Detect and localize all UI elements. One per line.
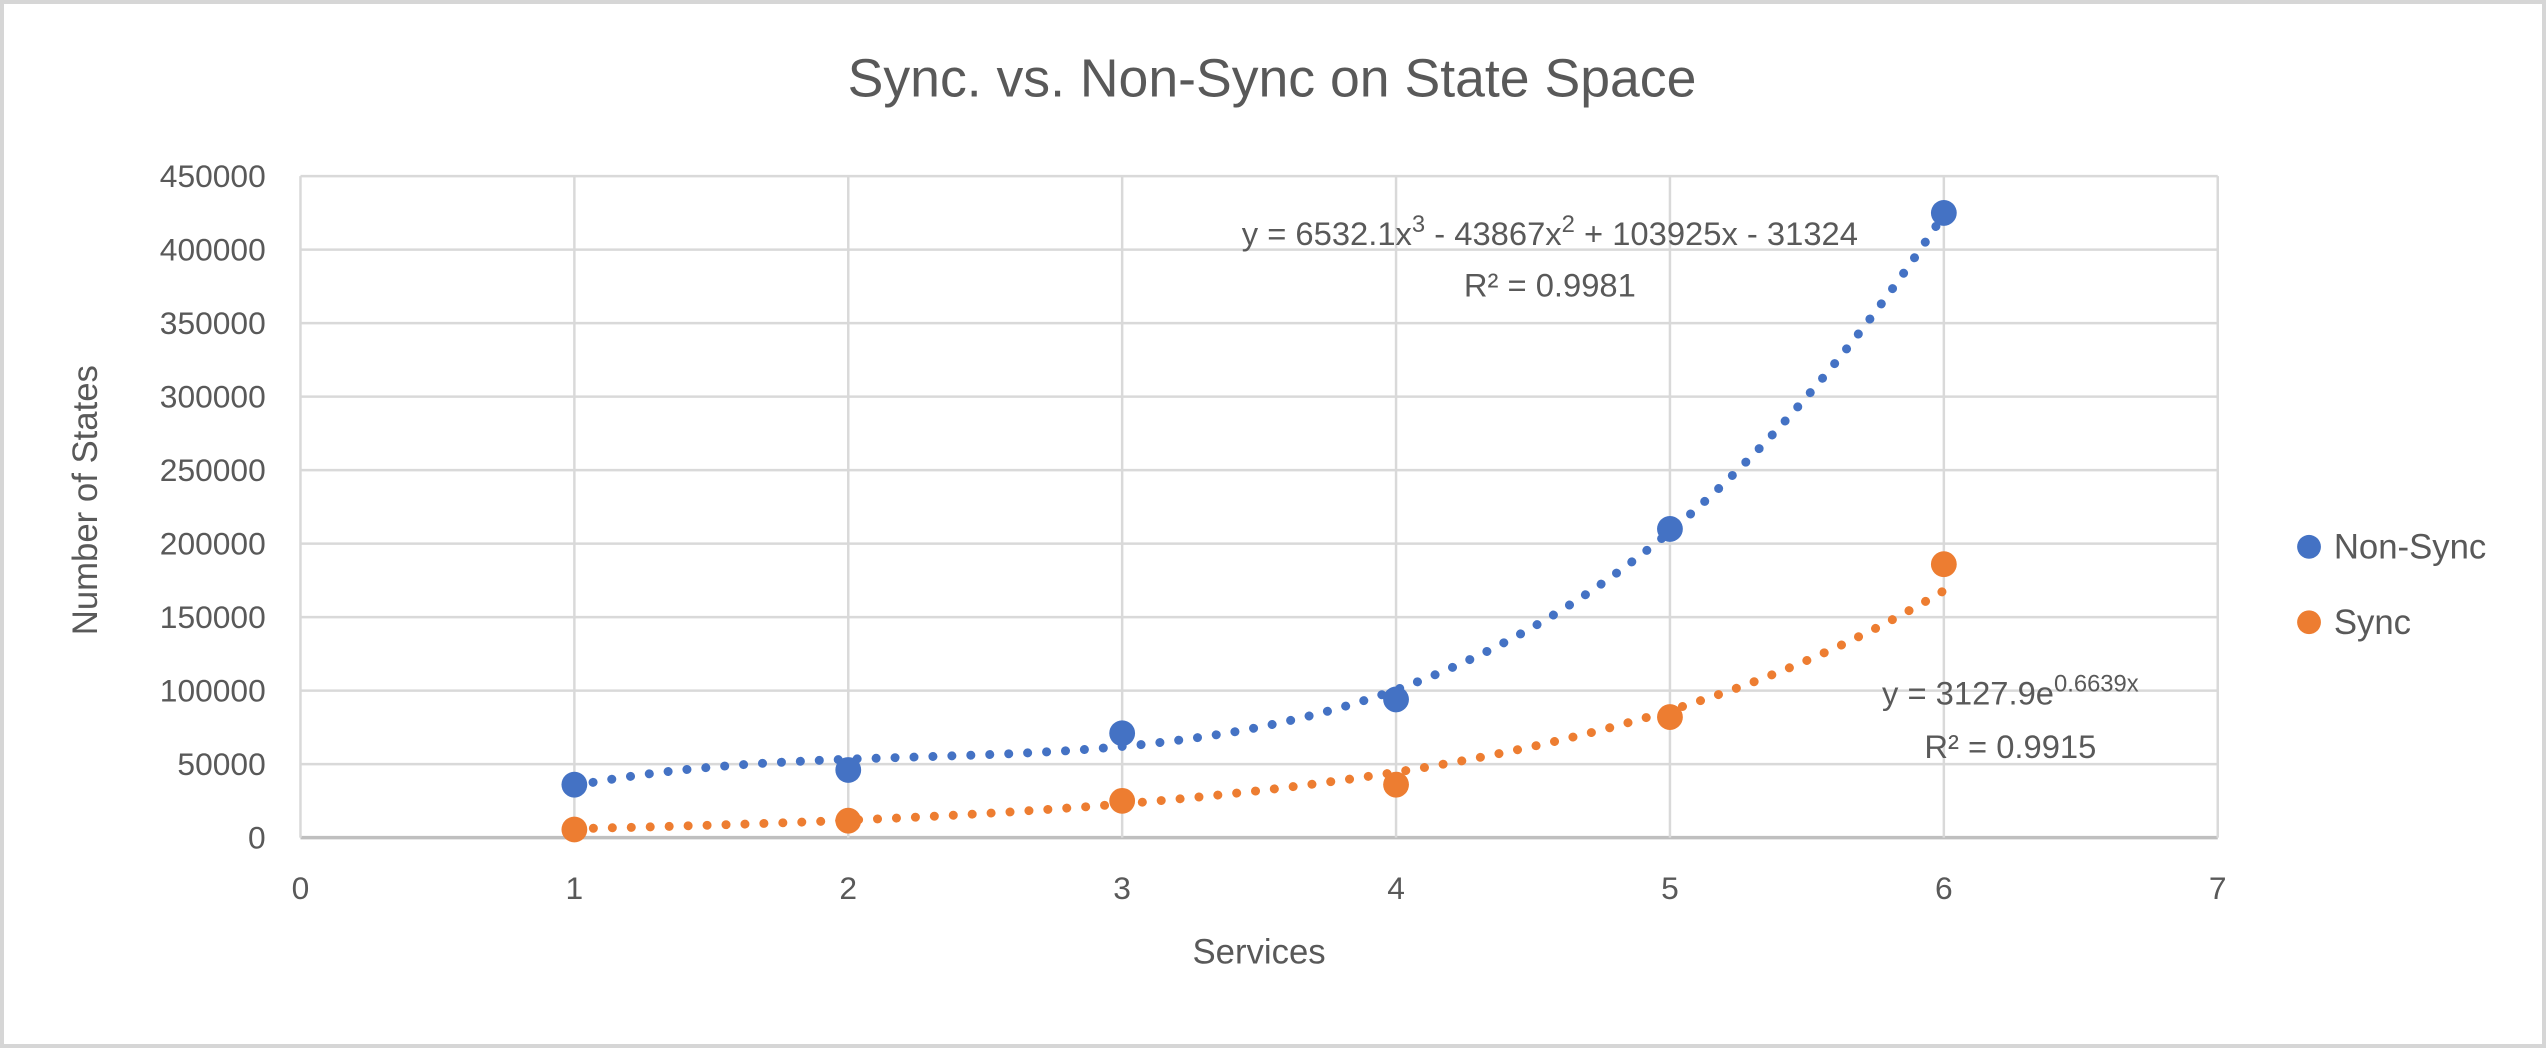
data-point-non-sync[interactable] <box>835 757 862 783</box>
legend-item-label: Sync <box>2334 604 2411 642</box>
y-axis-title: Number of States <box>67 365 105 635</box>
y-tick-label: 400000 <box>160 232 266 268</box>
x-tick-label: 1 <box>566 870 584 906</box>
plot-area <box>300 176 2218 838</box>
y-tick-label: 250000 <box>160 452 266 488</box>
data-point-sync[interactable] <box>1657 704 1683 730</box>
legend-item-label: Non-Sync <box>2334 529 2486 567</box>
y-tick-label: 0 <box>248 820 266 856</box>
trendline-non-sync[interactable] <box>569 210 1949 791</box>
data-point-non-sync[interactable] <box>1109 720 1136 747</box>
data-point-sync[interactable] <box>1383 771 1409 798</box>
y-tick-label: 100000 <box>160 673 266 709</box>
legend-marker-icon <box>2297 610 2321 635</box>
data-point-sync[interactable] <box>561 816 588 843</box>
y-tick-label: 200000 <box>160 526 266 562</box>
scatter-chart: Sync. vs. Non-Sync on State Space Servic… <box>67 48 2486 971</box>
x-tick-label: 7 <box>2209 870 2227 906</box>
series-layer <box>561 200 1957 843</box>
y-tick-label: 150000 <box>160 599 266 635</box>
legend-marker-icon <box>2297 534 2321 559</box>
x-tick-label: 0 <box>292 870 310 906</box>
grid-layer <box>299 174 2219 840</box>
x-tick-label: 6 <box>1935 870 1953 906</box>
data-point-sync[interactable] <box>1109 787 1136 814</box>
trendline-equation-non-sync: y = 6532.1x3 - 43867x2 + 103925x - 31324 <box>1242 211 1858 252</box>
trendline-equation-sync: y = 3127.9e0.6639x <box>1882 671 2139 712</box>
y-tick-label: 350000 <box>160 305 266 341</box>
legend-item-sync[interactable]: Sync <box>2297 604 2411 642</box>
data-point-sync[interactable] <box>1930 551 1957 578</box>
y-tick-label: 450000 <box>160 158 266 194</box>
chart-title: Sync. vs. Non-Sync on State Space <box>848 48 1697 108</box>
data-point-non-sync[interactable] <box>561 771 588 798</box>
data-point-non-sync[interactable] <box>1930 200 1957 226</box>
trendline-sync[interactable] <box>569 586 1949 834</box>
trendline-r2-non-sync: R² = 0.9981 <box>1464 267 1636 304</box>
legend-item-non-sync[interactable]: Non-Sync <box>2297 529 2486 567</box>
y-tick-label: 50000 <box>177 746 265 782</box>
x-tick-label: 3 <box>1113 870 1131 906</box>
x-tick-label: 5 <box>1661 870 1679 906</box>
x-axis-title: Services <box>1193 934 1326 972</box>
legend: Non-Sync Sync <box>2297 529 2486 642</box>
x-tick-label: 2 <box>839 870 857 906</box>
data-point-non-sync[interactable] <box>1657 516 1683 542</box>
text-layer: Sync. vs. Non-Sync on State Space Servic… <box>67 48 2227 971</box>
x-tick-label: 4 <box>1387 870 1405 906</box>
y-tick-label: 300000 <box>160 379 266 415</box>
data-point-non-sync[interactable] <box>1383 686 1409 713</box>
data-point-sync[interactable] <box>835 807 862 834</box>
trendline-r2-sync: R² = 0.9915 <box>1924 728 2096 765</box>
